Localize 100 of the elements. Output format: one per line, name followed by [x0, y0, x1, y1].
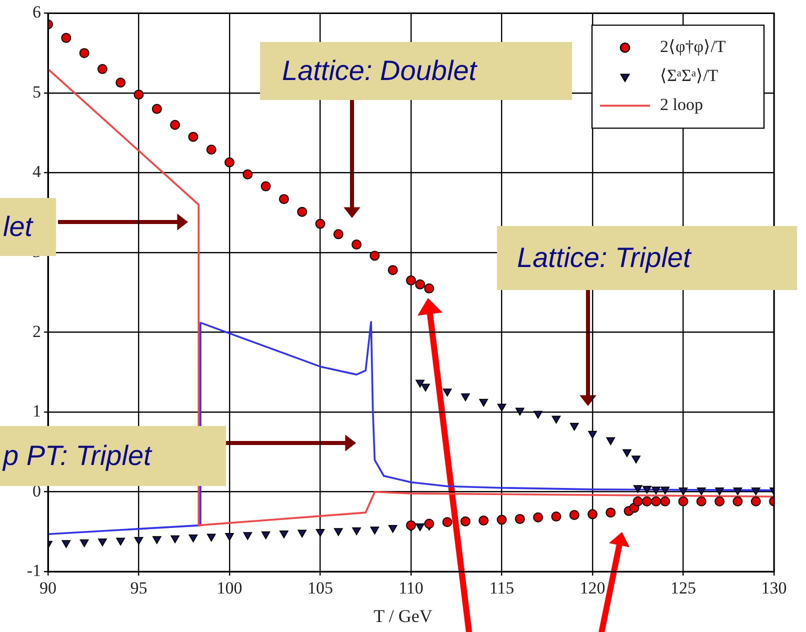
text-box: p PT: Triplet [0, 426, 226, 486]
point [751, 487, 760, 496]
point [652, 486, 660, 494]
y-tick-label: -1 [26, 561, 41, 580]
y-tick-label: 6 [32, 2, 41, 22]
point [569, 510, 580, 520]
point [116, 78, 126, 88]
point [406, 520, 416, 530]
point [442, 517, 452, 528]
point [334, 528, 343, 536]
point [651, 496, 662, 506]
point [298, 530, 306, 538]
point [642, 486, 652, 494]
point [242, 169, 253, 180]
legend-label: 2⟨φ†φ⟩/T [660, 37, 726, 56]
point [551, 512, 562, 522]
point [750, 496, 761, 506]
x-tick-label: 115 [489, 578, 514, 598]
point [714, 496, 725, 506]
x-tick-label: 100 [216, 578, 242, 598]
point [497, 404, 506, 412]
point [415, 279, 426, 290]
point [632, 456, 640, 464]
y-tick-label: 4 [32, 162, 42, 182]
point [570, 422, 579, 431]
point [697, 487, 706, 496]
point [134, 536, 144, 545]
point [552, 416, 561, 424]
x-tick-label: 90 [40, 578, 56, 598]
point [460, 516, 470, 526]
point [588, 430, 597, 439]
point [315, 218, 326, 229]
point [588, 509, 598, 520]
point [388, 265, 398, 276]
point [80, 539, 89, 548]
x-tick-label: 125 [670, 578, 696, 598]
point [533, 512, 544, 522]
point [152, 104, 162, 114]
text-box: Lattice: Doublet [260, 42, 572, 100]
point [188, 534, 198, 542]
point [170, 120, 180, 130]
point [225, 532, 234, 541]
point [280, 530, 288, 538]
point [516, 408, 524, 416]
point [152, 536, 162, 544]
x-tick-label: 95 [130, 578, 148, 598]
point [715, 487, 724, 496]
point [206, 144, 216, 155]
point [534, 410, 542, 419]
x-tick-label: 105 [308, 578, 333, 598]
point [134, 90, 144, 100]
point [98, 538, 107, 546]
point [606, 437, 616, 445]
point [732, 496, 743, 506]
point [424, 283, 434, 294]
point [278, 194, 289, 204]
point [424, 518, 434, 529]
point [696, 496, 706, 506]
point [660, 486, 670, 494]
point [243, 532, 252, 540]
point [170, 535, 180, 544]
point [206, 534, 216, 542]
point [633, 485, 642, 493]
point [496, 514, 507, 525]
y-tick-label: 1 [32, 402, 41, 421]
point [678, 487, 688, 496]
point [421, 384, 430, 392]
point [478, 516, 489, 526]
text-box: Lattice: Triplet [497, 226, 797, 290]
point [479, 398, 488, 407]
point [188, 132, 198, 142]
x-tick-label: 120 [580, 578, 606, 598]
point [388, 524, 398, 533]
x-axis-title: T / GeV [372, 606, 434, 627]
point [461, 393, 470, 402]
point [514, 514, 525, 524]
point [97, 64, 108, 74]
point [632, 496, 643, 506]
point [406, 275, 416, 286]
point [678, 496, 688, 506]
point [733, 487, 742, 496]
point [61, 32, 72, 43]
point [442, 388, 452, 396]
point [416, 523, 424, 532]
point [352, 240, 362, 250]
point [622, 449, 632, 457]
legend-label: ⟨ΣᵃΣᵃ⟩/T [660, 66, 719, 86]
point [261, 531, 270, 540]
point [416, 380, 424, 388]
point [642, 496, 652, 506]
point [116, 538, 125, 546]
point [62, 540, 71, 548]
legend-label: 2 loop [660, 95, 703, 114]
point [316, 528, 325, 537]
y-tick-label: 5 [32, 82, 41, 102]
x-tick-label: 110 [398, 578, 424, 598]
point [297, 206, 308, 217]
x-tick-label: 130 [761, 578, 787, 598]
point [606, 508, 616, 518]
point [370, 526, 380, 534]
